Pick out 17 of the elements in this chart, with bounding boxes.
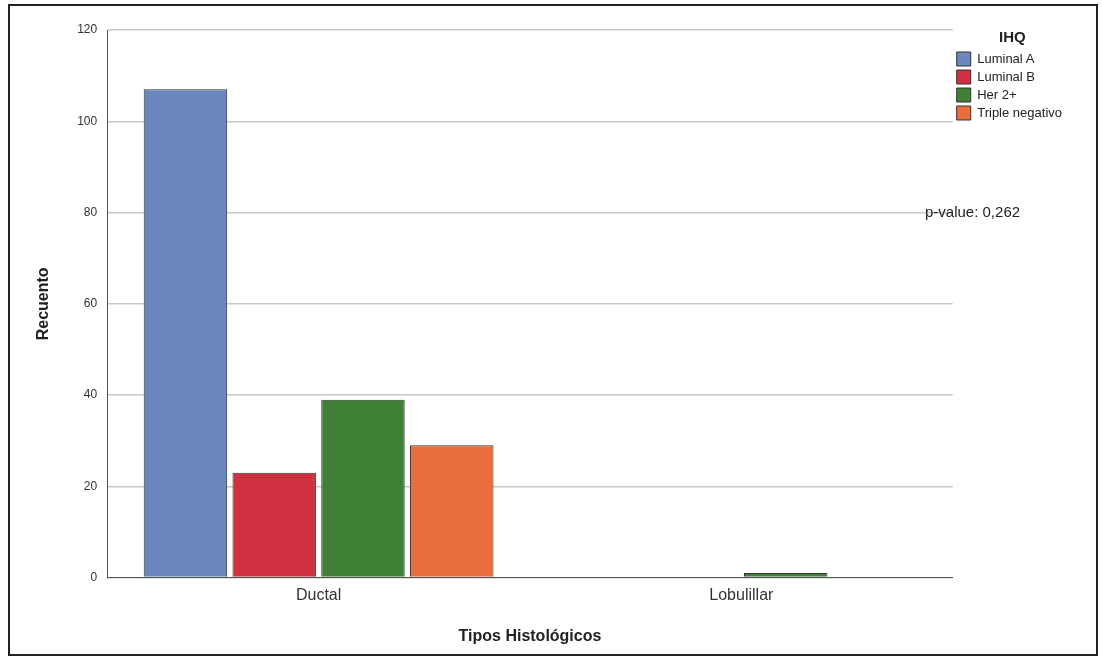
y-tick-label: 40 [83,387,98,402]
legend-title: IHQ [999,27,1027,45]
x-tick-label: Ductal [295,585,342,603]
x-tick-label: Lobulillar [709,585,775,603]
y-axis-title: Recuento [34,267,52,341]
y-tick-label: 20 [83,478,98,493]
legend-label: Her 2+ [977,86,1017,102]
legend-label: Luminal B [977,68,1036,84]
y-tick-label: 80 [83,204,98,219]
annotation: p-value: 0,262 [925,203,1021,220]
x-axis-title: Tipos Histológicos [458,626,602,644]
y-tick-label: 100 [77,113,98,128]
legend-label: Luminal A [977,50,1035,66]
y-tick-label: 120 [77,22,98,37]
y-tick-label: 60 [83,296,98,311]
legend-label: Triple negativo [977,104,1063,120]
y-tick-label: 0 [90,569,98,584]
